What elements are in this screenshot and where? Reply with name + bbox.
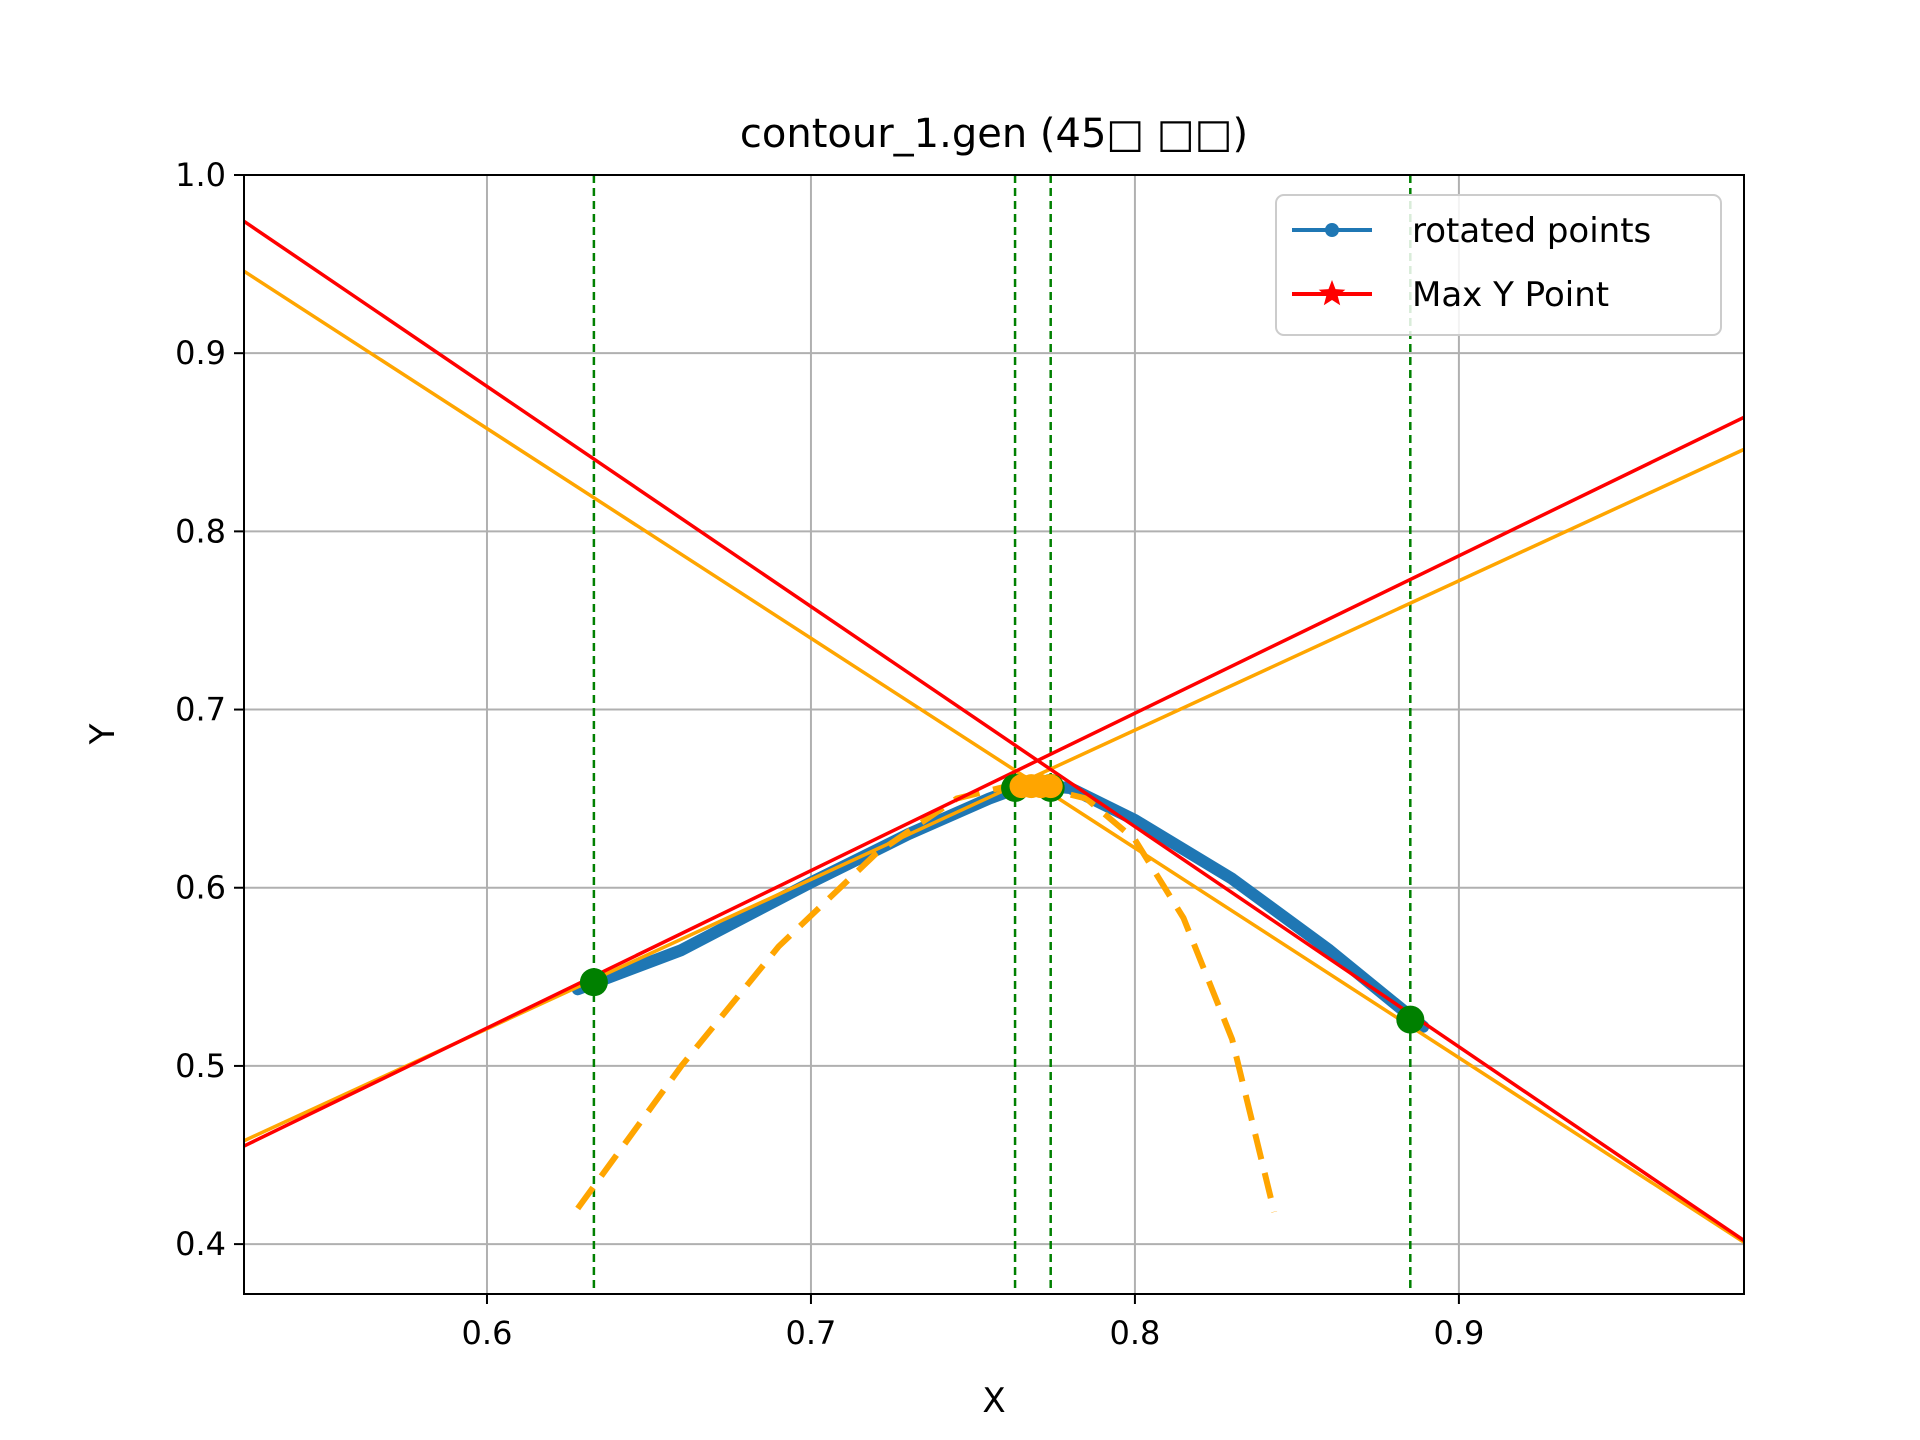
legend-label-max-y-point: Max Y Point xyxy=(1412,275,1609,315)
legend-marker-rotated-points xyxy=(1325,223,1339,237)
legend-marker-max-y-point xyxy=(1318,280,1346,306)
axes-frame xyxy=(243,174,1745,1295)
x-tick-label: 0.9 xyxy=(1433,1314,1484,1352)
y-tick-label: 1.0 xyxy=(175,156,226,194)
legend: rotated points Max Y Point xyxy=(1275,194,1722,336)
green-point xyxy=(1396,1005,1425,1034)
legend-label-rotated-points: rotated points xyxy=(1412,211,1651,251)
chart-title: contour_1.gen (45□ □□) xyxy=(740,111,1248,157)
fit-line xyxy=(244,415,1744,1148)
x-tick-label: 0.8 xyxy=(1109,1314,1160,1352)
y-tick-label: 0.4 xyxy=(175,1225,226,1263)
y-axis-label: Y xyxy=(83,723,123,745)
plot-area xyxy=(244,175,1744,1294)
green-point xyxy=(579,968,608,997)
fit-curve-dashed xyxy=(575,779,1278,1213)
x-tick-label: 0.7 xyxy=(786,1314,837,1352)
orange-point xyxy=(1038,774,1063,799)
ticks: 0.6 0.7 0.8 0.9 0.4 0.5 0.6 0.7 0.8 0.9 1.0 xyxy=(175,156,1484,1352)
x-tick-label: 0.6 xyxy=(462,1314,513,1352)
y-tick-label: 0.8 xyxy=(175,512,226,550)
y-tick-label: 0.5 xyxy=(175,1047,226,1085)
y-tick-label: 0.6 xyxy=(175,869,226,907)
fit-line xyxy=(244,219,1744,1242)
legend-box xyxy=(1275,194,1722,336)
x-axis-label: X xyxy=(982,1381,1005,1421)
y-tick-label: 0.9 xyxy=(175,334,226,372)
fit-line xyxy=(244,269,1744,1244)
y-tick-label: 0.7 xyxy=(175,691,226,729)
